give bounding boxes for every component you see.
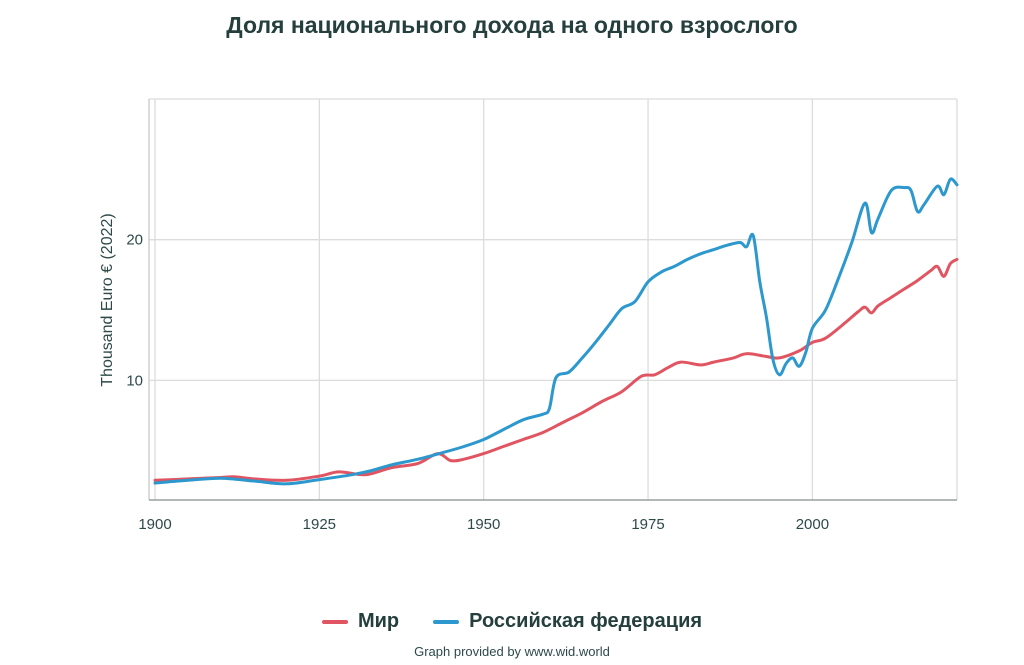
x-tick-label: 1950	[467, 516, 500, 533]
x-tick-label: 1975	[631, 516, 664, 533]
credit-text: Graph provided by www.wid.world	[414, 644, 610, 659]
legend-label: Российская федерация	[469, 610, 703, 632]
x-tick-label: 1925	[303, 516, 336, 533]
chart-title: Доля национального дохода на одного взро…	[226, 12, 798, 38]
series-lines	[153, 177, 959, 486]
y-tick-label: 10	[126, 372, 143, 389]
series-line-0	[153, 257, 959, 482]
series-line-1	[153, 177, 959, 486]
x-tick-label: 2000	[796, 516, 829, 533]
axes: 1900 1925 1950 1975 2000 10 20	[126, 99, 957, 533]
legend-label: Мир	[357, 610, 400, 632]
legend-swatch	[321, 619, 348, 624]
legend-item-0[interactable]: Мир	[321, 610, 400, 633]
grid	[149, 98, 958, 500]
y-tick-label: 20	[126, 232, 143, 249]
legend-item-1[interactable]: Российская федерация	[433, 610, 702, 633]
legend: Мир Российская федерация	[0, 610, 1024, 633]
y-axis-label: Thousand Euro € (2022)	[99, 213, 116, 386]
legend-swatch	[433, 619, 460, 624]
x-tick-label: 1900	[138, 516, 171, 533]
